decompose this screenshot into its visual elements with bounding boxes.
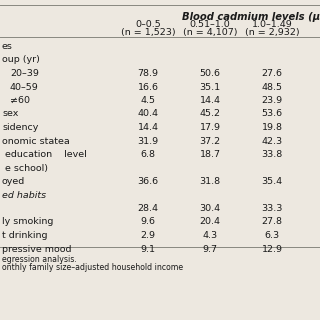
Text: (n = 1,523): (n = 1,523) (121, 28, 175, 37)
Text: oup (yr): oup (yr) (2, 55, 40, 65)
Text: 53.6: 53.6 (261, 109, 283, 118)
Text: 31.9: 31.9 (137, 137, 159, 146)
Text: 42.3: 42.3 (261, 137, 283, 146)
Text: 20.4: 20.4 (199, 218, 220, 227)
Text: 6.8: 6.8 (140, 150, 156, 159)
Text: 40–59: 40–59 (10, 83, 39, 92)
Text: egression analysis.: egression analysis. (2, 254, 77, 263)
Text: 78.9: 78.9 (138, 69, 158, 78)
Text: 2.9: 2.9 (140, 231, 156, 240)
Text: 35.4: 35.4 (261, 177, 283, 186)
Text: es: es (2, 42, 13, 51)
Text: onthly family size–adjusted household income: onthly family size–adjusted household in… (2, 263, 183, 273)
Text: 0.51–1.0: 0.51–1.0 (190, 20, 230, 29)
Text: (n = 2,932): (n = 2,932) (245, 28, 299, 37)
Text: 31.8: 31.8 (199, 177, 220, 186)
Text: 16.6: 16.6 (138, 83, 158, 92)
Text: 9.7: 9.7 (203, 244, 218, 253)
Text: ly smoking: ly smoking (2, 218, 53, 227)
Text: 19.8: 19.8 (261, 123, 283, 132)
Text: education    level: education level (2, 150, 87, 159)
Text: 33.8: 33.8 (261, 150, 283, 159)
Text: 45.2: 45.2 (199, 109, 220, 118)
Text: (n = 4,107): (n = 4,107) (183, 28, 237, 37)
Text: 9.1: 9.1 (140, 244, 156, 253)
Text: 36.6: 36.6 (137, 177, 159, 186)
Text: pressive mood: pressive mood (2, 244, 71, 253)
Text: 12.9: 12.9 (261, 244, 283, 253)
Text: ≠60: ≠60 (10, 96, 30, 105)
Text: oyed: oyed (2, 177, 25, 186)
Text: 30.4: 30.4 (199, 204, 220, 213)
Text: e school): e school) (2, 164, 48, 172)
Text: 37.2: 37.2 (199, 137, 220, 146)
Text: 35.1: 35.1 (199, 83, 220, 92)
Text: 0–0.5: 0–0.5 (135, 20, 161, 29)
Text: 27.8: 27.8 (261, 218, 283, 227)
Text: 23.9: 23.9 (261, 96, 283, 105)
Text: 27.6: 27.6 (261, 69, 283, 78)
Text: 14.4: 14.4 (138, 123, 158, 132)
Text: 18.7: 18.7 (199, 150, 220, 159)
Text: 17.9: 17.9 (199, 123, 220, 132)
Text: onomic statea: onomic statea (2, 137, 70, 146)
Text: 33.3: 33.3 (261, 204, 283, 213)
Text: sex: sex (2, 109, 18, 118)
Text: Blood cadmium levels (μg/L: Blood cadmium levels (μg/L (182, 12, 320, 22)
Text: 9.6: 9.6 (140, 218, 156, 227)
Text: 6.3: 6.3 (264, 231, 280, 240)
Text: sidency: sidency (2, 123, 38, 132)
Text: ed habits: ed habits (2, 190, 46, 199)
Text: 20–39: 20–39 (10, 69, 39, 78)
Text: 14.4: 14.4 (199, 96, 220, 105)
Text: 4.3: 4.3 (203, 231, 218, 240)
Text: 1.0–1.49: 1.0–1.49 (252, 20, 292, 29)
Text: 28.4: 28.4 (138, 204, 158, 213)
Text: 50.6: 50.6 (199, 69, 220, 78)
Text: 48.5: 48.5 (261, 83, 283, 92)
Text: 4.5: 4.5 (140, 96, 156, 105)
Text: 40.4: 40.4 (138, 109, 158, 118)
Text: t drinking: t drinking (2, 231, 47, 240)
